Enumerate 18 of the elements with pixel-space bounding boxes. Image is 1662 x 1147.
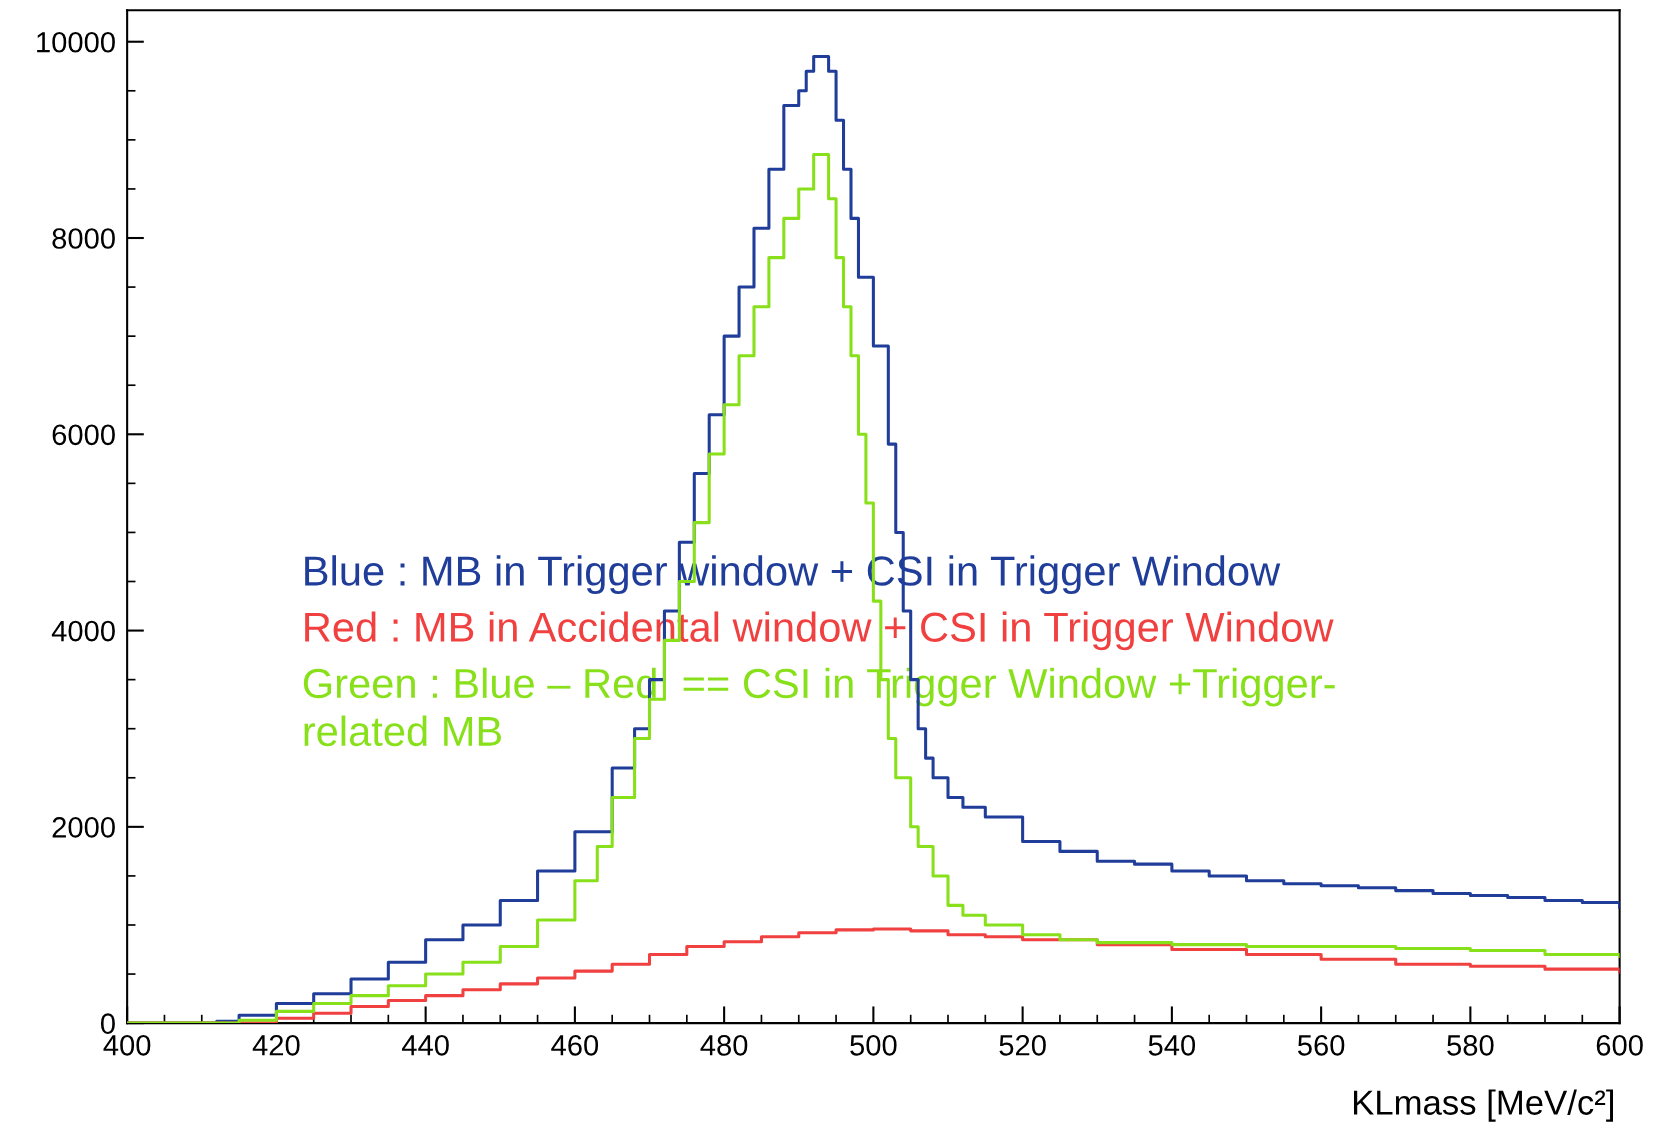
x-tick-label: 400	[103, 1035, 151, 1056]
y-tick-label: 2000	[52, 817, 115, 838]
y-tick-label: 0	[100, 1013, 115, 1034]
y-tick-label: 6000	[52, 424, 115, 446]
x-tick-label: 540	[1148, 1035, 1196, 1056]
x-tick-label: 520	[999, 1035, 1046, 1056]
y-tick-label: 4000	[51, 620, 115, 642]
x-tick-label: 600	[1596, 1035, 1643, 1056]
x-tick-label: 500	[850, 1035, 897, 1056]
x-axis-title: KLmass [MeV/c²]	[1353, 1089, 1613, 1122]
y-tick-label: 8000	[52, 228, 115, 249]
x-tick-label: 480	[700, 1035, 748, 1056]
x-tick-label: 440	[401, 1035, 449, 1056]
y-tick-label: 10000	[37, 31, 115, 53]
x-tick-label: 420	[252, 1035, 300, 1056]
x-tick-label: 560	[1297, 1035, 1345, 1056]
x-tick-label: 460	[551, 1035, 599, 1056]
x-tick-label: 580	[1447, 1035, 1494, 1056]
